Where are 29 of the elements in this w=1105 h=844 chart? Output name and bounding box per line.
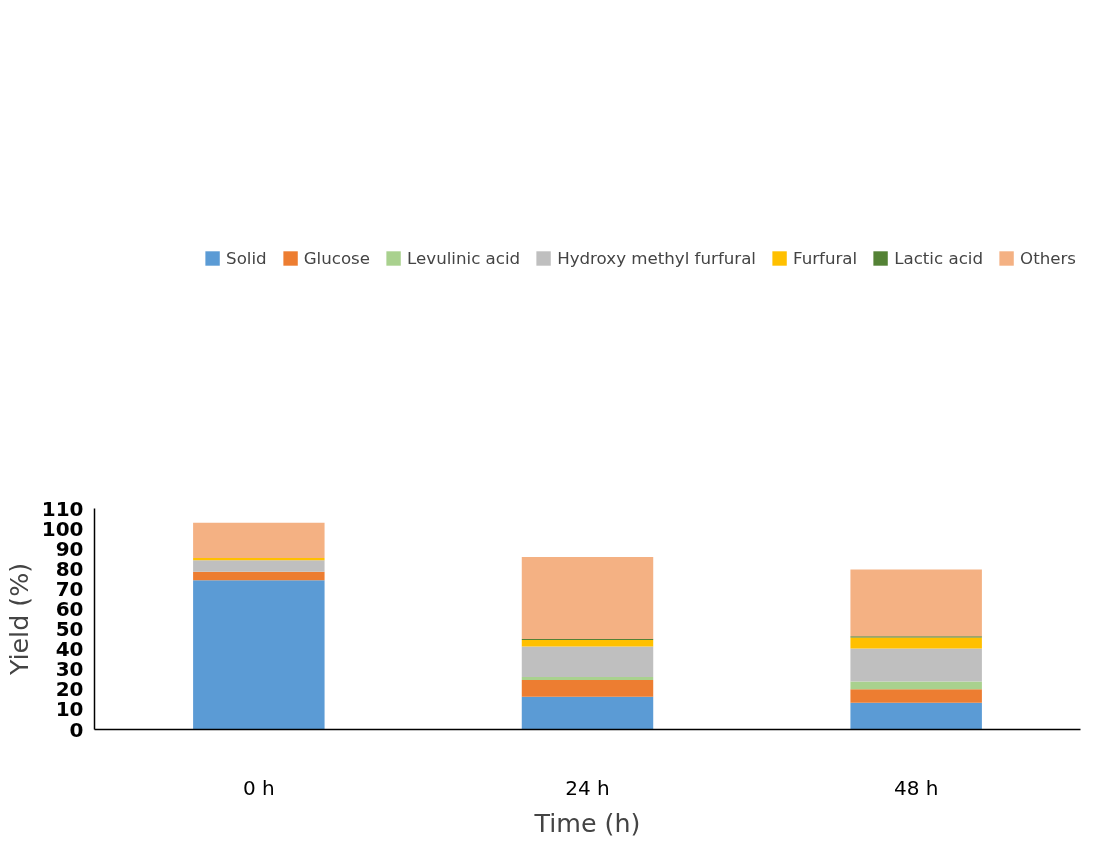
- bar: [850, 689, 982, 703]
- x-tick-label: 0 h: [242, 775, 275, 800]
- y-axis-title: Yield (%): [3, 562, 34, 677]
- legend-label: Glucose: [303, 248, 371, 268]
- bar: [193, 580, 325, 730]
- legend-label: Solid: [226, 248, 267, 268]
- bar: [521, 640, 654, 647]
- bar: [193, 571, 325, 581]
- bar: [521, 680, 654, 697]
- bar: [521, 677, 654, 681]
- legend-label: Hydroxy methyl furfural: [557, 248, 756, 268]
- bar: [850, 569, 982, 637]
- legend-label: Levulinic acid: [407, 248, 521, 268]
- x-axis-title: Time (h): [533, 807, 641, 838]
- bar: [193, 522, 325, 558]
- bar: [850, 681, 982, 690]
- bar: [850, 648, 982, 682]
- bar: [193, 560, 325, 572]
- bar: [850, 637, 982, 649]
- bar: [521, 696, 654, 730]
- legend-label: Others: [1020, 248, 1076, 268]
- x-tick-label: 48 h: [893, 775, 939, 800]
- legend-label: Lactic acid: [894, 248, 984, 268]
- x-tick-label: 24 h: [565, 775, 610, 800]
- bar: [193, 557, 325, 561]
- bar: [850, 702, 982, 730]
- bar: [521, 646, 654, 678]
- legend-label: Furfural: [793, 248, 858, 268]
- bar: [521, 557, 654, 640]
